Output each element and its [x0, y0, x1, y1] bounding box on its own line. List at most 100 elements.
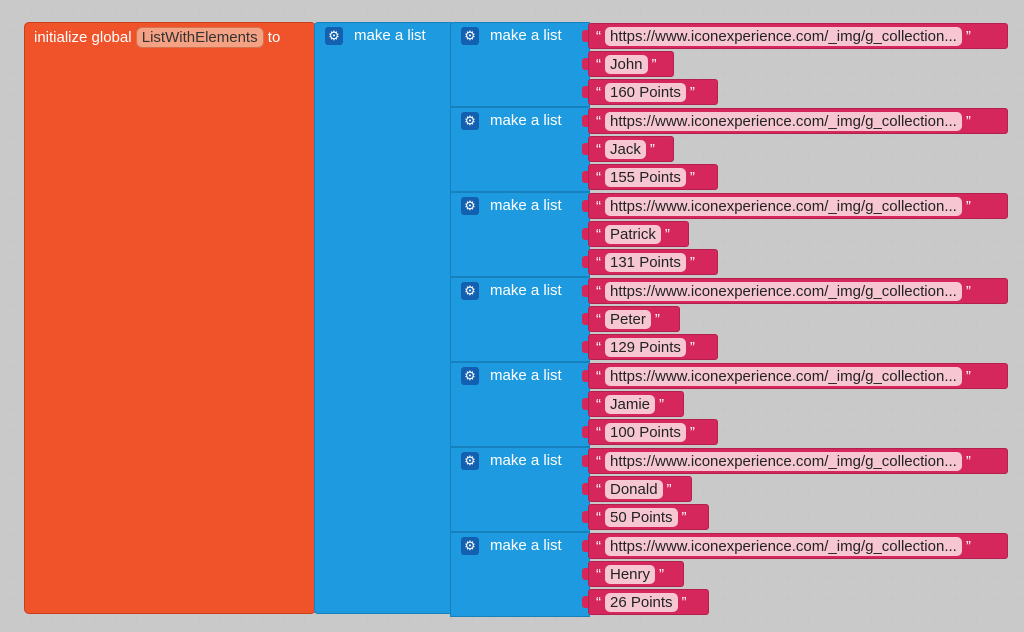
points-text-field[interactable]: 50 Points	[605, 507, 678, 527]
grid-dot	[701, 407, 706, 412]
points-text-field[interactable]: 131 Points	[605, 252, 686, 272]
gear-icon[interactable]: ⚙	[325, 27, 343, 45]
grid-dot	[701, 302, 706, 307]
inner-make-a-list-block[interactable]: ⚙ make a list	[450, 532, 590, 617]
outer-make-a-list-block[interactable]: ⚙ make a list	[314, 22, 452, 614]
inner-make-a-list-block[interactable]: ⚙ make a list	[450, 107, 590, 192]
gear-icon[interactable]: ⚙	[461, 197, 479, 215]
text-string-block[interactable]: “https://www.iconexperience.com/_img/g_c…	[588, 278, 1008, 304]
make-a-list-label: make a list	[354, 27, 426, 44]
url-text-field[interactable]: https://www.iconexperience.com/_img/g_co…	[605, 196, 962, 216]
connector-notch	[582, 568, 588, 580]
grid-dot	[8, 554, 13, 559]
grid-dot	[953, 71, 958, 76]
grid-dot	[890, 596, 895, 601]
grid-dot	[974, 134, 979, 139]
grid-dot	[722, 617, 727, 622]
grid-dot	[869, 617, 874, 622]
gear-icon[interactable]: ⚙	[461, 452, 479, 470]
points-text-field[interactable]: 129 Points	[605, 337, 686, 357]
points-text-field[interactable]: 26 Points	[605, 592, 678, 612]
inner-make-a-list-block[interactable]: ⚙ make a list	[450, 447, 590, 532]
name-text-field[interactable]: Patrick	[605, 224, 661, 244]
grid-dot	[113, 8, 118, 13]
url-text-field[interactable]: https://www.iconexperience.com/_img/g_co…	[605, 451, 962, 471]
grid-dot	[8, 512, 13, 517]
points-text-field[interactable]: 100 Points	[605, 422, 686, 442]
gear-icon[interactable]: ⚙	[461, 282, 479, 300]
grid-dot	[869, 239, 874, 244]
name-text-field[interactable]: Jamie	[605, 394, 656, 414]
grid-dot	[8, 29, 13, 34]
points-text-field[interactable]: 155 Points	[605, 167, 686, 187]
grid-dot	[806, 50, 811, 55]
name-text-field[interactable]: John	[605, 54, 648, 74]
grid-dot	[323, 617, 328, 622]
grid-dot	[974, 71, 979, 76]
grid-dot	[827, 176, 832, 181]
text-string-block[interactable]: “50 Points”	[588, 504, 709, 530]
text-string-block[interactable]: “26 Points”	[588, 589, 709, 615]
points-text-field[interactable]: 160 Points	[605, 82, 686, 102]
grid-dot	[932, 92, 937, 97]
url-text-field[interactable]: https://www.iconexperience.com/_img/g_co…	[605, 26, 962, 46]
grid-dot	[869, 260, 874, 265]
open-quote: “	[596, 310, 601, 328]
inner-make-a-list-block[interactable]: ⚙ make a list	[450, 277, 590, 362]
grid-dot	[407, 8, 412, 13]
grid-dot	[1016, 155, 1021, 160]
inner-make-a-list-block[interactable]: ⚙ make a list	[450, 362, 590, 447]
grid-dot	[701, 617, 706, 622]
text-string-block[interactable]: “Jack”	[588, 136, 674, 162]
grid-dot	[743, 134, 748, 139]
text-string-block[interactable]: “155 Points”	[588, 164, 718, 190]
initialize-global-block[interactable]: initialize global ListWithElements to	[24, 22, 316, 614]
grid-dot	[932, 155, 937, 160]
inner-make-a-list-block[interactable]: ⚙ make a list	[450, 22, 590, 107]
text-string-block[interactable]: “Henry”	[588, 561, 684, 587]
text-string-block[interactable]: “https://www.iconexperience.com/_img/g_c…	[588, 448, 1008, 474]
grid-dot	[302, 8, 307, 13]
url-text-field[interactable]: https://www.iconexperience.com/_img/g_co…	[605, 366, 962, 386]
text-string-block[interactable]: “Patrick”	[588, 221, 689, 247]
grid-dot	[806, 302, 811, 307]
text-string-block[interactable]: “100 Points”	[588, 419, 718, 445]
grid-dot	[764, 407, 769, 412]
gear-icon[interactable]: ⚙	[461, 112, 479, 130]
text-string-block[interactable]: “https://www.iconexperience.com/_img/g_c…	[588, 193, 1008, 219]
text-string-block[interactable]: “Jamie”	[588, 391, 684, 417]
url-text-field[interactable]: https://www.iconexperience.com/_img/g_co…	[605, 111, 962, 131]
grid-dot	[995, 491, 1000, 496]
gear-icon[interactable]: ⚙	[461, 537, 479, 555]
text-string-block[interactable]: “Peter”	[588, 306, 680, 332]
text-string-block[interactable]: “https://www.iconexperience.com/_img/g_c…	[588, 533, 1008, 559]
grid-dot	[764, 218, 769, 223]
name-text-field[interactable]: Peter	[605, 309, 651, 329]
grid-dot	[848, 218, 853, 223]
grid-dot	[8, 71, 13, 76]
grid-dot	[764, 71, 769, 76]
inner-make-a-list-block[interactable]: ⚙ make a list	[450, 192, 590, 277]
url-text-field[interactable]: https://www.iconexperience.com/_img/g_co…	[605, 281, 962, 301]
text-string-block[interactable]: “131 Points”	[588, 249, 718, 275]
grid-dot	[743, 428, 748, 433]
grid-dot	[890, 260, 895, 265]
text-string-block[interactable]: “160 Points”	[588, 79, 718, 105]
name-text-field[interactable]: Donald	[605, 479, 663, 499]
text-string-block[interactable]: “https://www.iconexperience.com/_img/g_c…	[588, 108, 1008, 134]
gear-icon[interactable]: ⚙	[461, 367, 479, 385]
gear-icon[interactable]: ⚙	[461, 27, 479, 45]
grid-dot	[911, 491, 916, 496]
grid-dot	[743, 71, 748, 76]
text-string-block[interactable]: “Donald”	[588, 476, 692, 502]
variable-name-field[interactable]: ListWithElements	[135, 27, 264, 48]
close-quote: ”	[681, 508, 687, 526]
close-quote: ”	[689, 338, 695, 356]
url-text-field[interactable]: https://www.iconexperience.com/_img/g_co…	[605, 536, 962, 556]
name-text-field[interactable]: Jack	[605, 139, 646, 159]
text-string-block[interactable]: “https://www.iconexperience.com/_img/g_c…	[588, 363, 1008, 389]
text-string-block[interactable]: “John”	[588, 51, 674, 77]
text-string-block[interactable]: “129 Points”	[588, 334, 718, 360]
text-string-block[interactable]: “https://www.iconexperience.com/_img/g_c…	[588, 23, 1008, 49]
name-text-field[interactable]: Henry	[605, 564, 656, 584]
